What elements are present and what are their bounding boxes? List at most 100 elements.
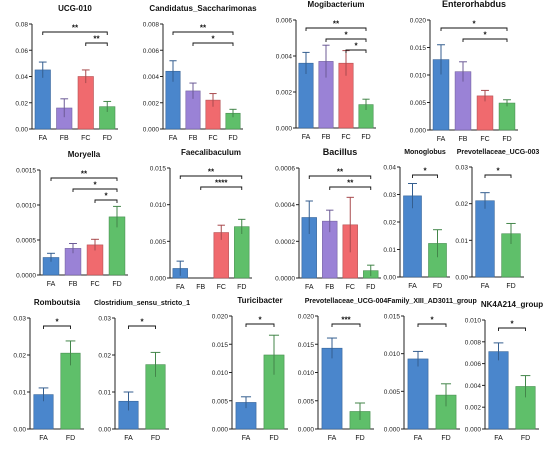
chart-panel: Enterorhabdus 0.000 0.005 0.010 0.015 0.020 FA…	[410, 0, 518, 143]
significance-bracket	[72, 188, 118, 192]
chart-title: NK4A214_group	[481, 300, 543, 309]
significance-bracket	[484, 174, 512, 178]
x-tick-label: FD	[269, 435, 278, 442]
chart-title: Clostridium_sensu_stricto_1	[94, 300, 190, 307]
significance-bracket	[412, 174, 438, 178]
y-tick-label: 0.000	[410, 128, 427, 135]
x-tick-label: FB	[189, 135, 198, 142]
significance-label: *	[472, 20, 476, 29]
significance-bracket	[94, 199, 118, 203]
significance-label: ***	[341, 316, 351, 325]
significance-label: *	[510, 320, 514, 329]
bar-fa	[34, 69, 51, 130]
y-tick-label: 0.000	[465, 427, 482, 434]
significance-bracket	[128, 325, 156, 329]
chart-title: Moryella	[68, 150, 101, 159]
significance-bracket	[50, 177, 118, 181]
significance-label: *	[423, 167, 427, 176]
chart-panel: Monoglobus 0.00 0.01 0.02 0.03 0.04 FA FD *	[383, 149, 450, 290]
y-tick-label: 0.006	[276, 18, 293, 25]
x-tick-label: FD	[228, 135, 237, 142]
y-tick-label: 0.02	[98, 353, 111, 360]
y-tick-label: 0.01	[455, 238, 468, 245]
y-tick-label: 0.0015	[16, 168, 36, 175]
bar-fd	[498, 102, 516, 131]
x-tick-label: FB	[325, 284, 334, 291]
bar-fc	[77, 76, 94, 130]
significance-label: **	[93, 35, 100, 44]
y-tick-label: 0.002	[276, 90, 293, 97]
chart-panel: Family_XIII_AD3011_group 0.000 0.005 0.010 0…	[384, 298, 477, 442]
chart-title: Candidatus_Saccharimonas	[149, 4, 257, 13]
x-tick-label: FB	[459, 136, 468, 143]
y-tick-label: 0.020	[298, 314, 315, 321]
y-tick-label: 0.02	[15, 100, 28, 107]
x-tick-label: FA	[38, 135, 47, 142]
significance-bracket	[200, 186, 243, 190]
significance-label: **	[81, 170, 88, 179]
chart-panel: Romboutsia 0.00 0.01 0.02 0.03 FA FD *	[13, 298, 84, 442]
chart-title: Family_XIII_AD3011_group	[387, 298, 476, 305]
y-tick-label: 0.010	[465, 318, 482, 325]
y-tick-label: 0.000	[276, 126, 293, 133]
x-tick-label: FA	[242, 435, 251, 442]
x-tick-label: FB	[196, 284, 205, 291]
y-tick-label: 0.005	[384, 389, 401, 396]
chart-title: Turicibacter	[237, 296, 282, 305]
chart-panel: Clostridium_sensu_stricto_1 0.00 0.01 0.02 0…	[94, 300, 190, 442]
x-tick-label: FD	[521, 435, 530, 442]
y-tick-label: 0.015	[410, 45, 427, 52]
y-tick-label: 0.000	[150, 276, 167, 283]
y-tick-label: 0.00	[455, 275, 468, 282]
x-tick-label: FD	[355, 435, 364, 442]
significance-label: *	[93, 181, 97, 190]
x-tick-label: FA	[494, 435, 503, 442]
significance-bracket	[305, 27, 367, 31]
chart-panel: Candidatus_Saccharimonas 0.000 0.002 0.004 0…	[143, 4, 257, 142]
y-tick-label: 0.010	[150, 202, 167, 209]
y-tick-label: 0.08	[15, 22, 28, 29]
y-tick-label: 0.01	[383, 247, 396, 254]
x-tick-label: FA	[169, 135, 178, 142]
significance-label: *	[354, 42, 358, 51]
chart-panel: Mogibacterium 0.000 0.002 0.004 0.006 FA FB FC F…	[276, 0, 376, 141]
y-tick-label: 0.015	[212, 342, 229, 349]
y-tick-label: 0.00	[383, 275, 396, 282]
chart-panel: Faecalibaculum 0.000 0.005 0.010 0.015 FA FB FC…	[150, 148, 252, 291]
significance-label: **	[72, 24, 79, 33]
y-tick-label: 0.04	[383, 165, 396, 172]
significance-bracket	[42, 31, 108, 35]
chart-panel: Turicibacter 0.000 0.005 0.010 0.015 0.020 FA F…	[212, 296, 288, 442]
bar-fd	[234, 226, 250, 279]
chart-title: Romboutsia	[34, 298, 81, 307]
y-tick-label: 0.00	[13, 427, 26, 434]
y-tick-label: 0.00	[98, 427, 111, 434]
y-tick-label: 0.008	[465, 339, 482, 346]
y-tick-label: 0.010	[298, 370, 315, 377]
y-tick-label: 0.006	[143, 48, 160, 55]
y-tick-label: 0.015	[150, 166, 167, 173]
x-tick-label: FB	[322, 134, 331, 141]
x-tick-label: FD	[502, 136, 511, 143]
chart-panel: Moryella 0.0000 0.0005 0.0010 0.0015 FA FB FC FD…	[16, 150, 128, 288]
significance-bracket	[43, 325, 71, 329]
x-tick-label: FD	[361, 134, 370, 141]
y-tick-label: 0.0005	[16, 238, 36, 245]
y-tick-label: 0.0000	[16, 273, 36, 280]
y-tick-label: 0.02	[383, 220, 396, 227]
chart-title: Mogibacterium	[308, 0, 365, 9]
y-tick-label: 0.020	[212, 314, 229, 321]
y-tick-label: 0.008	[143, 22, 160, 29]
chart-title: Prevotellaceae_UCG-003	[457, 149, 540, 156]
y-tick-label: 0.010	[384, 351, 401, 358]
y-tick-label: 0.0000	[275, 276, 295, 283]
significance-label: *	[496, 167, 500, 176]
chart-panel: Prevotellaceae_UCG-003 0.00 0.01 0.02 0.03 FA…	[455, 149, 539, 290]
significance-label: ****	[215, 179, 228, 188]
x-tick-label: FD	[366, 284, 375, 291]
x-tick-label: FA	[305, 284, 314, 291]
significance-bracket	[245, 323, 275, 327]
y-tick-label: 0.020	[410, 18, 427, 25]
significance-bracket	[462, 38, 508, 42]
